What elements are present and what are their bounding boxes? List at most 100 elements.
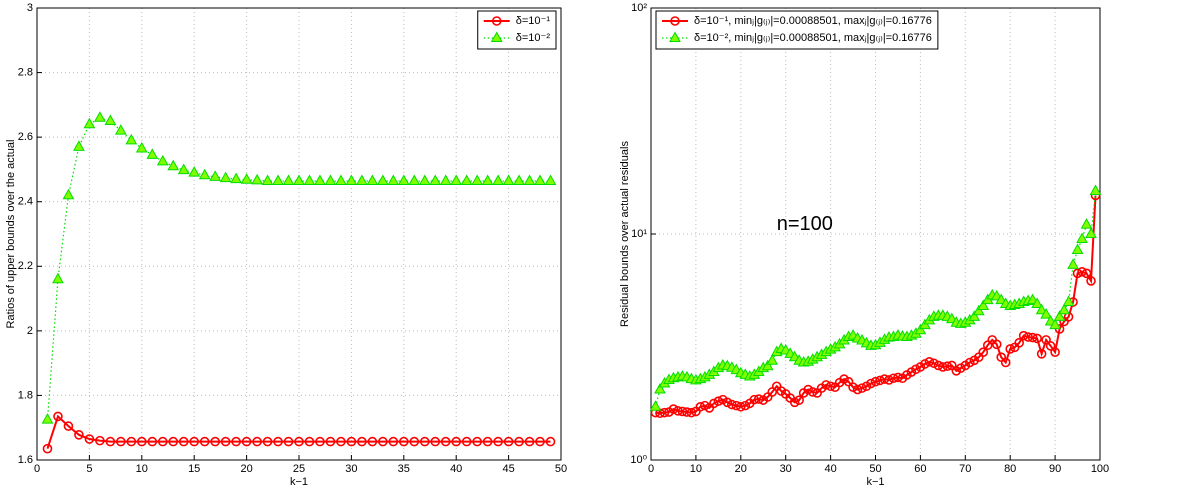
y-tick-label: 1.6	[18, 454, 33, 466]
marker	[1058, 303, 1070, 315]
marker	[1076, 232, 1088, 244]
marker	[73, 140, 85, 151]
marker	[1050, 347, 1060, 357]
marker	[513, 174, 525, 186]
chart: 0 10 20 30 40 50 60 70 80 90 100 10⁰ 10¹ 10² k−1 Residu…	[619, 2, 1109, 488]
legend-label: δ=10⁻¹	[516, 15, 551, 27]
marker	[669, 31, 681, 42]
y-tick-label: 2	[27, 325, 33, 337]
x-tick-label: 40	[450, 463, 462, 475]
y-tick-label: 2.8	[18, 66, 33, 78]
y-tick-label: 3	[27, 2, 33, 14]
marker	[1027, 332, 1038, 343]
marker	[1036, 349, 1047, 359]
marker	[283, 436, 294, 447]
marker	[977, 299, 990, 311]
marker	[893, 372, 903, 383]
marker	[231, 436, 241, 447]
marker	[418, 174, 431, 186]
marker	[84, 434, 95, 444]
marker	[1040, 308, 1052, 319]
marker	[137, 436, 147, 447]
marker	[387, 174, 400, 186]
y-tick-label: 2.4	[18, 196, 33, 208]
x-tick-label: 35	[398, 463, 410, 475]
marker	[282, 174, 295, 186]
y-tick-label: 2.6	[18, 131, 33, 143]
legend-label: δ=10⁻², minⱼ|g₍ⱼ₎|=0.00088501, maxⱼ|g₍ⱼ₎…	[694, 32, 932, 44]
marker	[670, 16, 680, 26]
marker	[535, 436, 545, 447]
annotation: n=100	[777, 213, 833, 235]
marker	[95, 435, 105, 446]
marker	[761, 359, 774, 371]
marker	[514, 436, 524, 447]
x-axis-label: k−1	[866, 476, 884, 488]
marker	[366, 174, 379, 186]
marker	[789, 397, 800, 408]
x-tick-label: 40	[824, 463, 836, 475]
marker	[178, 436, 189, 447]
marker	[147, 436, 158, 447]
marker	[654, 383, 666, 394]
marker	[673, 406, 683, 416]
marker	[451, 436, 462, 447]
y-tick-label: 10⁰	[630, 454, 647, 466]
marker	[933, 360, 944, 371]
marker	[1085, 227, 1097, 238]
marker	[472, 436, 482, 447]
x-tick-label: 10	[136, 463, 148, 475]
marker	[471, 174, 484, 186]
marker	[294, 436, 304, 447]
series-line	[46, 414, 551, 450]
marker	[852, 384, 863, 395]
x-tick-label: 60	[914, 463, 926, 475]
marker	[167, 159, 180, 171]
x-tick-label: 80	[1004, 463, 1016, 475]
x-axis-label: k−1	[290, 476, 308, 488]
legend-label: δ=10⁻²	[516, 32, 551, 44]
marker	[972, 304, 985, 316]
marker	[303, 174, 316, 186]
marker	[1049, 318, 1061, 330]
marker	[241, 436, 252, 447]
marker	[378, 436, 388, 447]
marker	[659, 407, 670, 418]
marker	[722, 397, 733, 408]
marker	[523, 174, 536, 186]
marker	[713, 396, 724, 407]
y-tick-label: 2.2	[18, 260, 33, 272]
marker	[677, 406, 688, 417]
x-tick-label: 5	[86, 463, 92, 475]
marker	[440, 436, 451, 447]
marker	[731, 400, 742, 411]
marker	[668, 404, 679, 414]
marker	[324, 174, 337, 186]
marker	[62, 188, 75, 200]
marker	[825, 381, 836, 392]
marker	[545, 436, 556, 447]
marker	[1045, 341, 1056, 351]
marker	[356, 174, 368, 186]
marker	[429, 174, 442, 186]
marker	[968, 310, 981, 321]
marker	[695, 401, 706, 412]
marker	[1014, 338, 1024, 348]
marker	[1080, 218, 1093, 229]
marker	[252, 436, 262, 447]
marker	[686, 407, 697, 418]
marker	[1071, 243, 1084, 254]
marker	[188, 166, 201, 177]
marker	[315, 436, 325, 447]
marker	[325, 436, 336, 447]
marker	[388, 436, 399, 447]
marker	[481, 174, 494, 186]
marker	[261, 174, 274, 186]
marker	[419, 436, 430, 447]
marker	[1089, 184, 1102, 195]
axes-frame	[36, 7, 562, 461]
marker	[490, 31, 503, 42]
marker	[766, 354, 779, 365]
marker	[1000, 357, 1011, 368]
marker	[870, 376, 881, 387]
